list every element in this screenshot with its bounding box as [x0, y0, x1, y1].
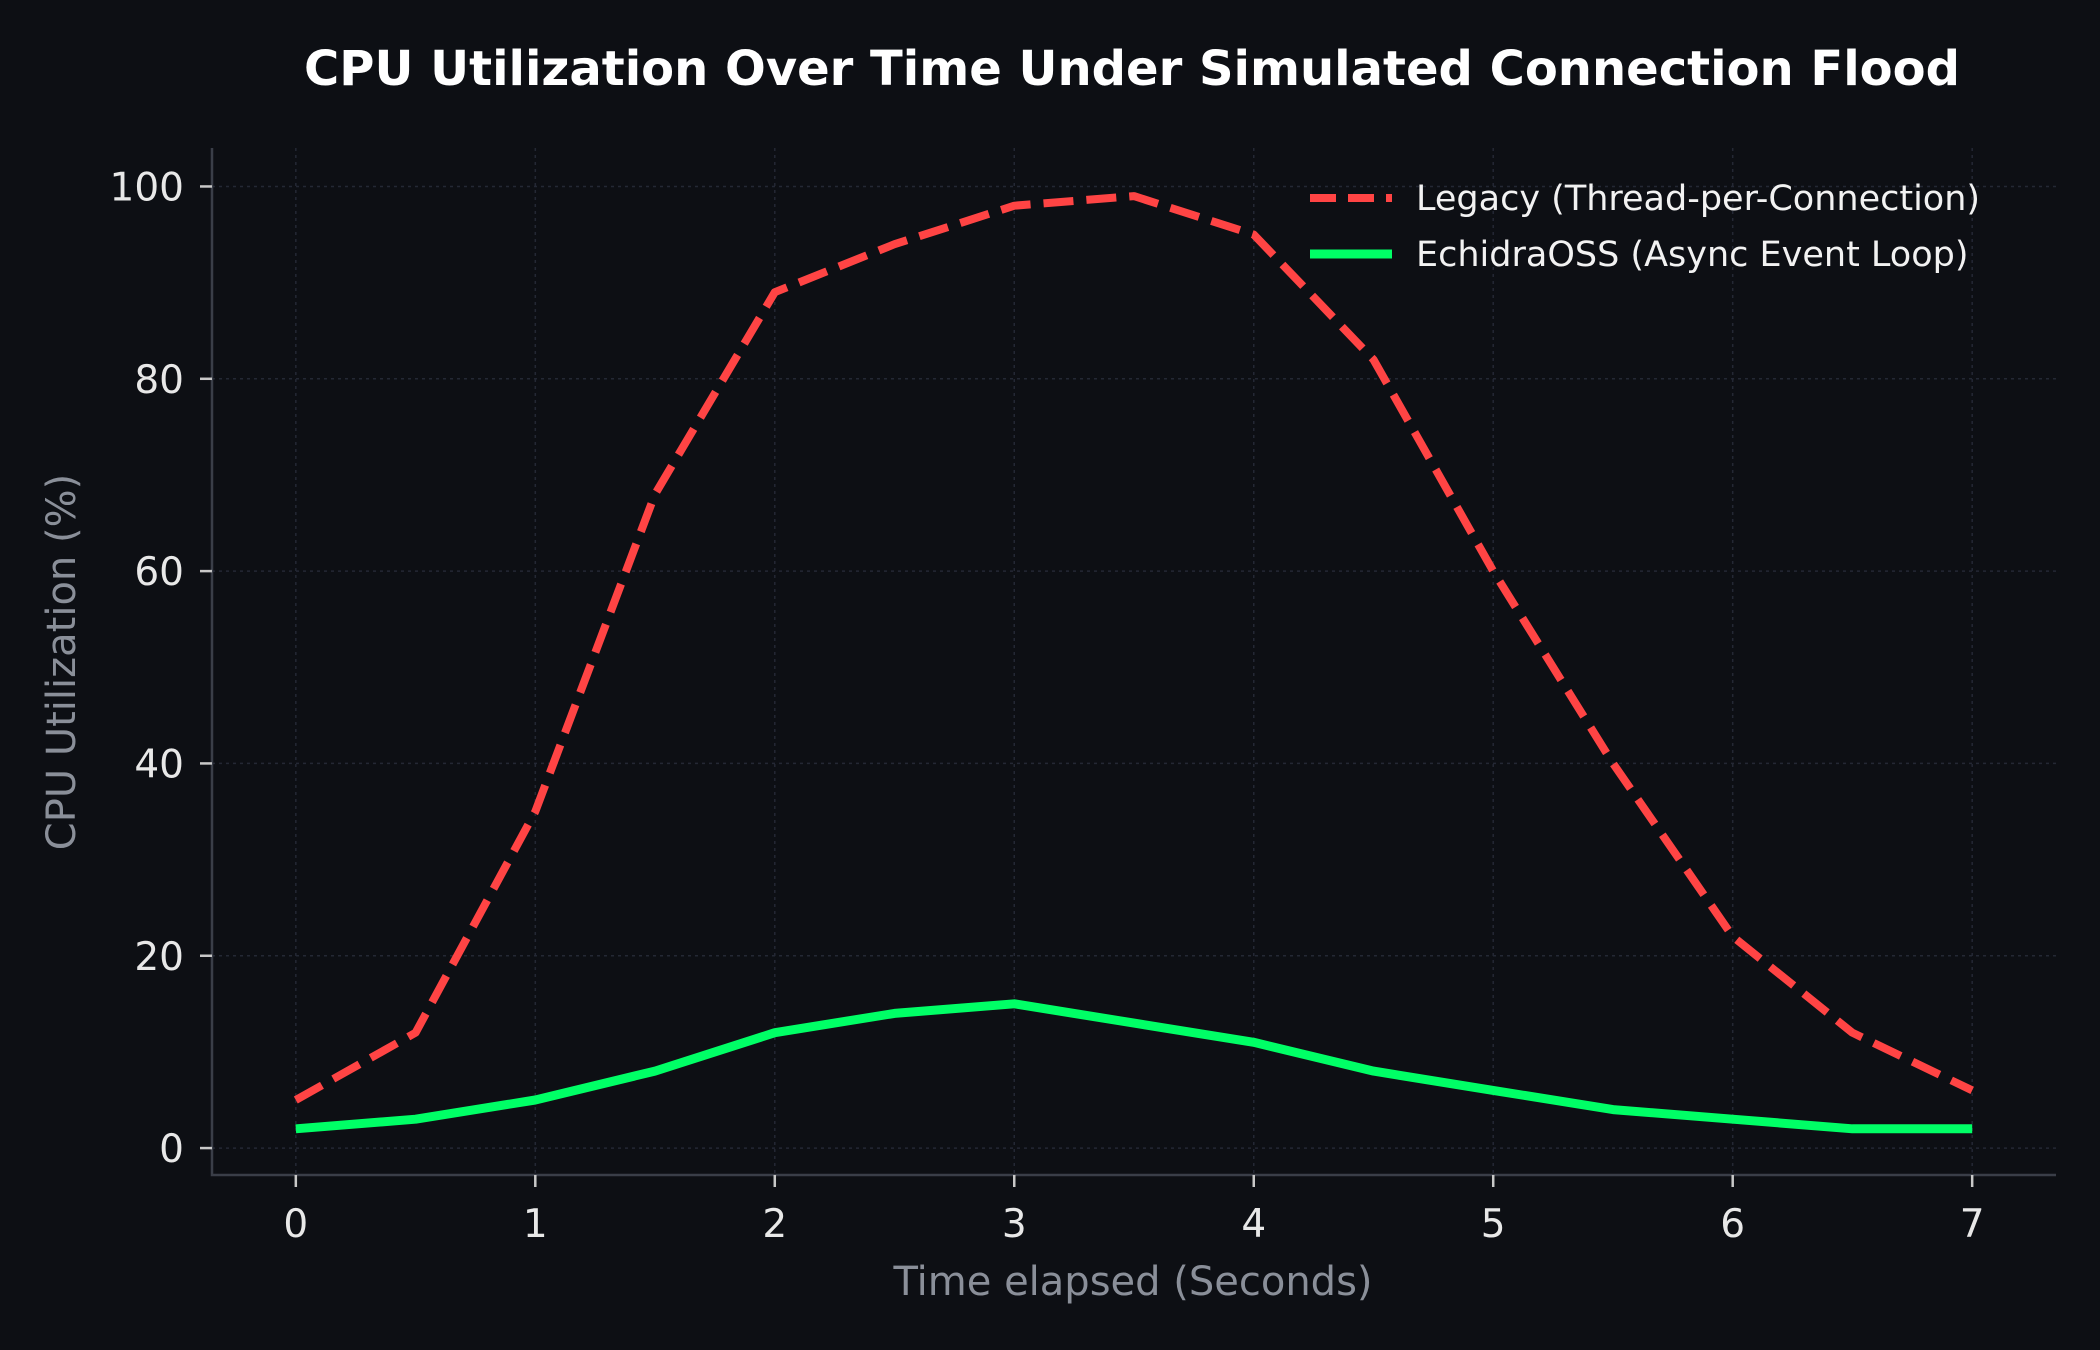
chart-title: CPU Utilization Over Time Under Simulate… [304, 41, 1960, 97]
x-tick-label: 3 [1002, 1202, 1027, 1247]
legend: Legacy (Thread-per-Connection) EchidraOSS… [1310, 179, 1980, 275]
y-tick-label: 0 [159, 1127, 184, 1172]
y-tick-label: 20 [134, 935, 184, 980]
y-tick-label: 60 [134, 550, 184, 595]
axis-spines [210, 148, 2056, 1177]
x-tick-label: 1 [523, 1202, 548, 1247]
x-tick-label: 7 [1960, 1202, 1985, 1247]
data-series [293, 192, 1974, 1134]
x-axis-label: Time elapsed (Seconds) [892, 1259, 1372, 1305]
series-line-echidraoss [295, 999, 1973, 1134]
y-axis-label: CPU Utilization (%) [39, 474, 85, 850]
x-tick-label: 2 [762, 1202, 787, 1247]
tick-labels: 0 1 2 3 4 5 6 7 0 20 40 60 80 100 [110, 165, 1985, 1247]
y-tick-label: 100 [110, 165, 184, 210]
x-tick-label: 6 [1720, 1202, 1745, 1247]
y-tick-label: 40 [134, 742, 184, 787]
x-tick-label: 0 [283, 1202, 308, 1247]
legend-label-legacy: Legacy (Thread-per-Connection) [1416, 179, 1980, 219]
x-tick-label: 5 [1481, 1202, 1506, 1247]
x-tick-label: 4 [1241, 1202, 1266, 1247]
legend-label-echidraoss: EchidraOSS (Async Event Loop) [1416, 235, 1969, 275]
y-tick-label: 80 [134, 358, 184, 403]
axes [210, 148, 2056, 1177]
series-line-legacy [293, 192, 1974, 1104]
